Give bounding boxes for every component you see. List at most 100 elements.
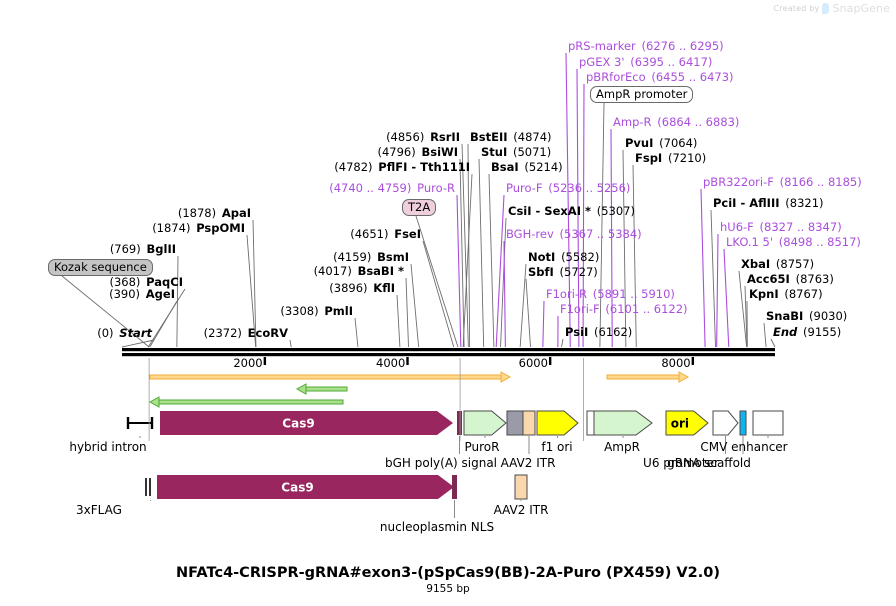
fsei-label[interactable]: (4651) FseI: [350, 228, 421, 241]
puro-f-label-name: Puro-F: [506, 181, 543, 195]
ruler-tick-label: 6000: [518, 356, 548, 370]
end-label-position: (9155): [803, 325, 842, 339]
kozak-sequence-label[interactable]: Kozak sequence: [48, 259, 153, 276]
pspomi-label-position: (1874): [152, 221, 191, 235]
leader-line: [478, 158, 485, 348]
xbai-label[interactable]: XbaI (8757): [741, 258, 814, 271]
ori-feature: [665, 410, 709, 436]
cas9-feature-top-text: Cas9: [282, 417, 314, 431]
prs-marker-label[interactable]: pRS-marker (6276 .. 6295): [568, 40, 724, 53]
agei-label-position: (390): [109, 287, 141, 301]
lko1-label[interactable]: LKO.1 5' (8498 .. 8517): [726, 236, 861, 249]
pspomi-label[interactable]: (1874) PspOMI: [152, 222, 245, 235]
leader-line: [462, 173, 473, 348]
hu6-f-label[interactable]: hU6-F (8327 .. 8347): [720, 221, 842, 234]
rsrii-label[interactable]: (4856) RsrII: [386, 131, 460, 144]
pspomi-label-name: PspOMI: [196, 221, 245, 235]
ampr-feature-label[interactable]: AmpR: [604, 440, 640, 454]
bgh-polya-feature-label[interactable]: bGH poly(A) signal: [384, 456, 498, 470]
snabi-label[interactable]: SnaBI (9030): [766, 310, 847, 323]
psii-label[interactable]: PsiI (6162): [565, 326, 632, 339]
pgex3-label[interactable]: pGEX 3' (6395 .. 6417): [579, 56, 712, 69]
bsai-label[interactable]: BsaI (5214): [491, 161, 563, 174]
noti-label[interactable]: NotI (5582): [528, 251, 599, 264]
fspi-label[interactable]: FspI (7210): [635, 152, 706, 165]
primer-arrow-4-head: [148, 396, 160, 408]
f1ori-r-label[interactable]: F1ori-R (5891 .. 5910): [546, 288, 675, 301]
primer-arrow-4-shaft: [157, 399, 344, 405]
psii-label-position: (6162): [594, 325, 633, 339]
bsiwi-label[interactable]: (4796) BsiWI: [377, 146, 458, 159]
primer-arrow-1-head: [500, 371, 512, 383]
bsmi-label[interactable]: (4159) BsmI: [333, 251, 409, 264]
bstell-label[interactable]: BstEII (4874): [470, 131, 552, 144]
f1ori-r-label-name: F1ori-R: [546, 287, 588, 301]
csii-label[interactable]: CsiI - SexAI * (5307): [508, 205, 635, 218]
ecorv-label[interactable]: (2372) EcoRV: [204, 327, 288, 340]
hybrid-intron-feature-label[interactable]: hybrid intron: [69, 440, 147, 454]
end-label[interactable]: End (9155): [773, 326, 841, 339]
start-label-name: Start: [119, 326, 152, 340]
end-label-name: End: [773, 325, 798, 339]
apai-label[interactable]: (1878) ApaI: [178, 207, 251, 220]
primer-arrow-1-shaft: [149, 374, 503, 380]
aav2-itr-feature: [522, 410, 536, 436]
kfli-label[interactable]: (3896) KflI: [329, 282, 395, 295]
ampr-promoter-label[interactable]: AmpR promoter: [590, 86, 694, 103]
noti-label-position: (5582): [561, 250, 600, 264]
hu6-f-label-position: (8327 .. 8347): [759, 220, 842, 234]
f1ori-f-label[interactable]: F1ori-F (6101 .. 6122): [560, 303, 688, 316]
bgh-rev-label[interactable]: BGH-rev (5367 .. 5384): [506, 228, 642, 241]
leader-line: [149, 300, 178, 348]
leader-line: [396, 294, 401, 348]
bglii-label[interactable]: (769) BglII: [110, 243, 176, 256]
acc65i-label-name: Acc65I: [747, 272, 790, 286]
stui-label[interactable]: StuI (5071): [481, 146, 551, 159]
puro-r-label[interactable]: (4740 .. 4759) Puro-R: [329, 182, 455, 195]
puro-f-label[interactable]: Puro-F (5236 .. 5256): [506, 182, 630, 195]
bsiwi-label-name: BsiWI: [421, 145, 458, 159]
paqci-label[interactable]: (368) PaqCI: [109, 276, 183, 289]
bgh-polya-feature: [457, 411, 462, 435]
grna-scaffold-feature-label[interactable]: gRNA scaffold: [667, 456, 751, 470]
u6-promoter-feature-label[interactable]: U6 promoter: [643, 456, 719, 470]
start-label[interactable]: (0) Start: [97, 327, 152, 340]
pbr322ori-f-label[interactable]: pBR322ori-F (8166 .. 8185): [703, 176, 862, 189]
kpni-label[interactable]: KpnI (8767): [749, 288, 823, 301]
ruler-tick: [691, 357, 695, 365]
f1-ori-feature: [536, 410, 579, 436]
puror-feature-label[interactable]: PuroR: [464, 440, 500, 454]
t2a-label[interactable]: T2A: [402, 199, 437, 216]
leader-line: [252, 219, 257, 348]
leader-line: [459, 158, 465, 348]
cmv-enhancer-feature-label[interactable]: CMV enhancer: [700, 440, 788, 454]
lko1-label-name: LKO.1 5': [726, 235, 774, 249]
stui-label-position: (5071): [513, 145, 552, 159]
u6-promoter-feature: [712, 410, 739, 436]
agei-label[interactable]: (390) AgeI: [109, 288, 175, 301]
aav2-itr-feature-label[interactable]: AAV2 ITR: [500, 456, 556, 470]
sbfi-label[interactable]: SbfI (5727): [528, 266, 598, 279]
acc65i-label[interactable]: Acc65I (8763): [747, 273, 834, 286]
kpni-label-name: KpnI: [749, 287, 779, 301]
pcii-label-position: (8321): [785, 196, 824, 210]
primer-arrow-2-head: [678, 371, 690, 383]
pcii-label[interactable]: PciI - AflIII (8321): [713, 197, 824, 210]
prs-marker-label-name: pRS-marker: [568, 39, 636, 53]
3xflag-feature-label[interactable]: 3xFLAG: [76, 503, 122, 517]
pmli-label[interactable]: (3308) PmlI: [280, 305, 353, 318]
aav2-itr-feature-2-label[interactable]: AAV2 ITR: [493, 503, 549, 517]
leader-line: [461, 143, 469, 348]
pbrforeco-label[interactable]: pBRforEco (6455 .. 6473): [586, 71, 734, 84]
pvui-label[interactable]: PvuI (7064): [625, 137, 697, 150]
nucleoplasmin-nls-feature-label[interactable]: nucleoplasmin NLS: [379, 520, 495, 534]
cas9-feature-top: [160, 411, 453, 435]
leader-line: [599, 102, 605, 348]
pflfi-label[interactable]: (4782) PflFI - Tth111I: [334, 161, 470, 174]
f1-ori-feature-label[interactable]: f1 ori: [541, 440, 573, 454]
bsabi-label[interactable]: (4017) BsaBI *: [314, 265, 404, 278]
amp-r-label[interactable]: Amp-R (6864 .. 6883): [613, 116, 739, 129]
bsabi-label-position: (4017): [313, 264, 352, 278]
bsmi-label-name: BsmI: [377, 250, 409, 264]
